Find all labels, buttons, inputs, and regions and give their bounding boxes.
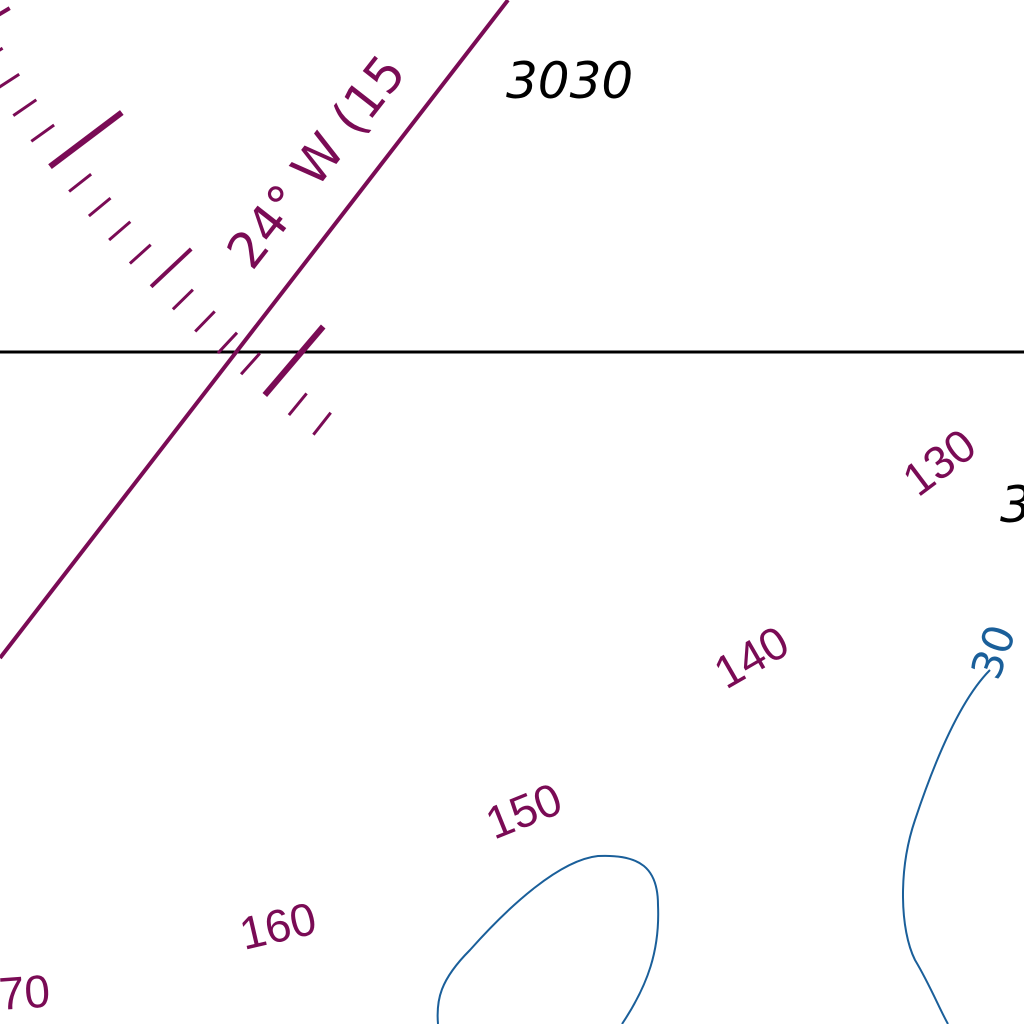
compass-label-140: 140 xyxy=(705,615,797,698)
depth-contour xyxy=(436,854,660,1024)
compass-minor-tick xyxy=(149,247,193,289)
depth-contour xyxy=(902,669,991,1024)
sounding-3030: 3030 xyxy=(506,52,633,110)
compass-minor-tick xyxy=(0,6,11,17)
compass-minor-tick xyxy=(128,243,152,265)
compass-minor-tick xyxy=(12,98,38,117)
compass-minor-tick xyxy=(30,123,55,143)
contour-label: 30 xyxy=(961,618,1024,685)
compass-label-170: 70 xyxy=(0,965,52,1020)
compass-minor-tick xyxy=(312,411,332,436)
compass-minor-tick xyxy=(0,46,4,52)
compass-major-tick xyxy=(48,110,124,169)
sounding-partial: 3 xyxy=(1000,476,1024,534)
compass-label-130: 130 xyxy=(893,418,986,506)
compass-minor-tick xyxy=(87,196,112,218)
compass-minor-tick xyxy=(68,173,93,193)
compass-minor-tick xyxy=(0,72,21,89)
compass-label-160: 160 xyxy=(235,892,321,960)
compass-major-tick xyxy=(262,324,326,397)
compass-minor-tick xyxy=(194,310,216,333)
compass-minor-tick xyxy=(108,220,132,242)
compass-minor-tick xyxy=(287,392,308,417)
magnetic-variation-line xyxy=(0,0,510,660)
compass-rose-ticks xyxy=(0,6,332,436)
compass-label-150: 150 xyxy=(478,772,569,849)
compass-minor-tick xyxy=(171,288,194,311)
compass-minor-tick xyxy=(239,352,261,376)
compass-minor-tick xyxy=(216,331,239,355)
variation-label: 24° W (15 xyxy=(216,44,417,279)
